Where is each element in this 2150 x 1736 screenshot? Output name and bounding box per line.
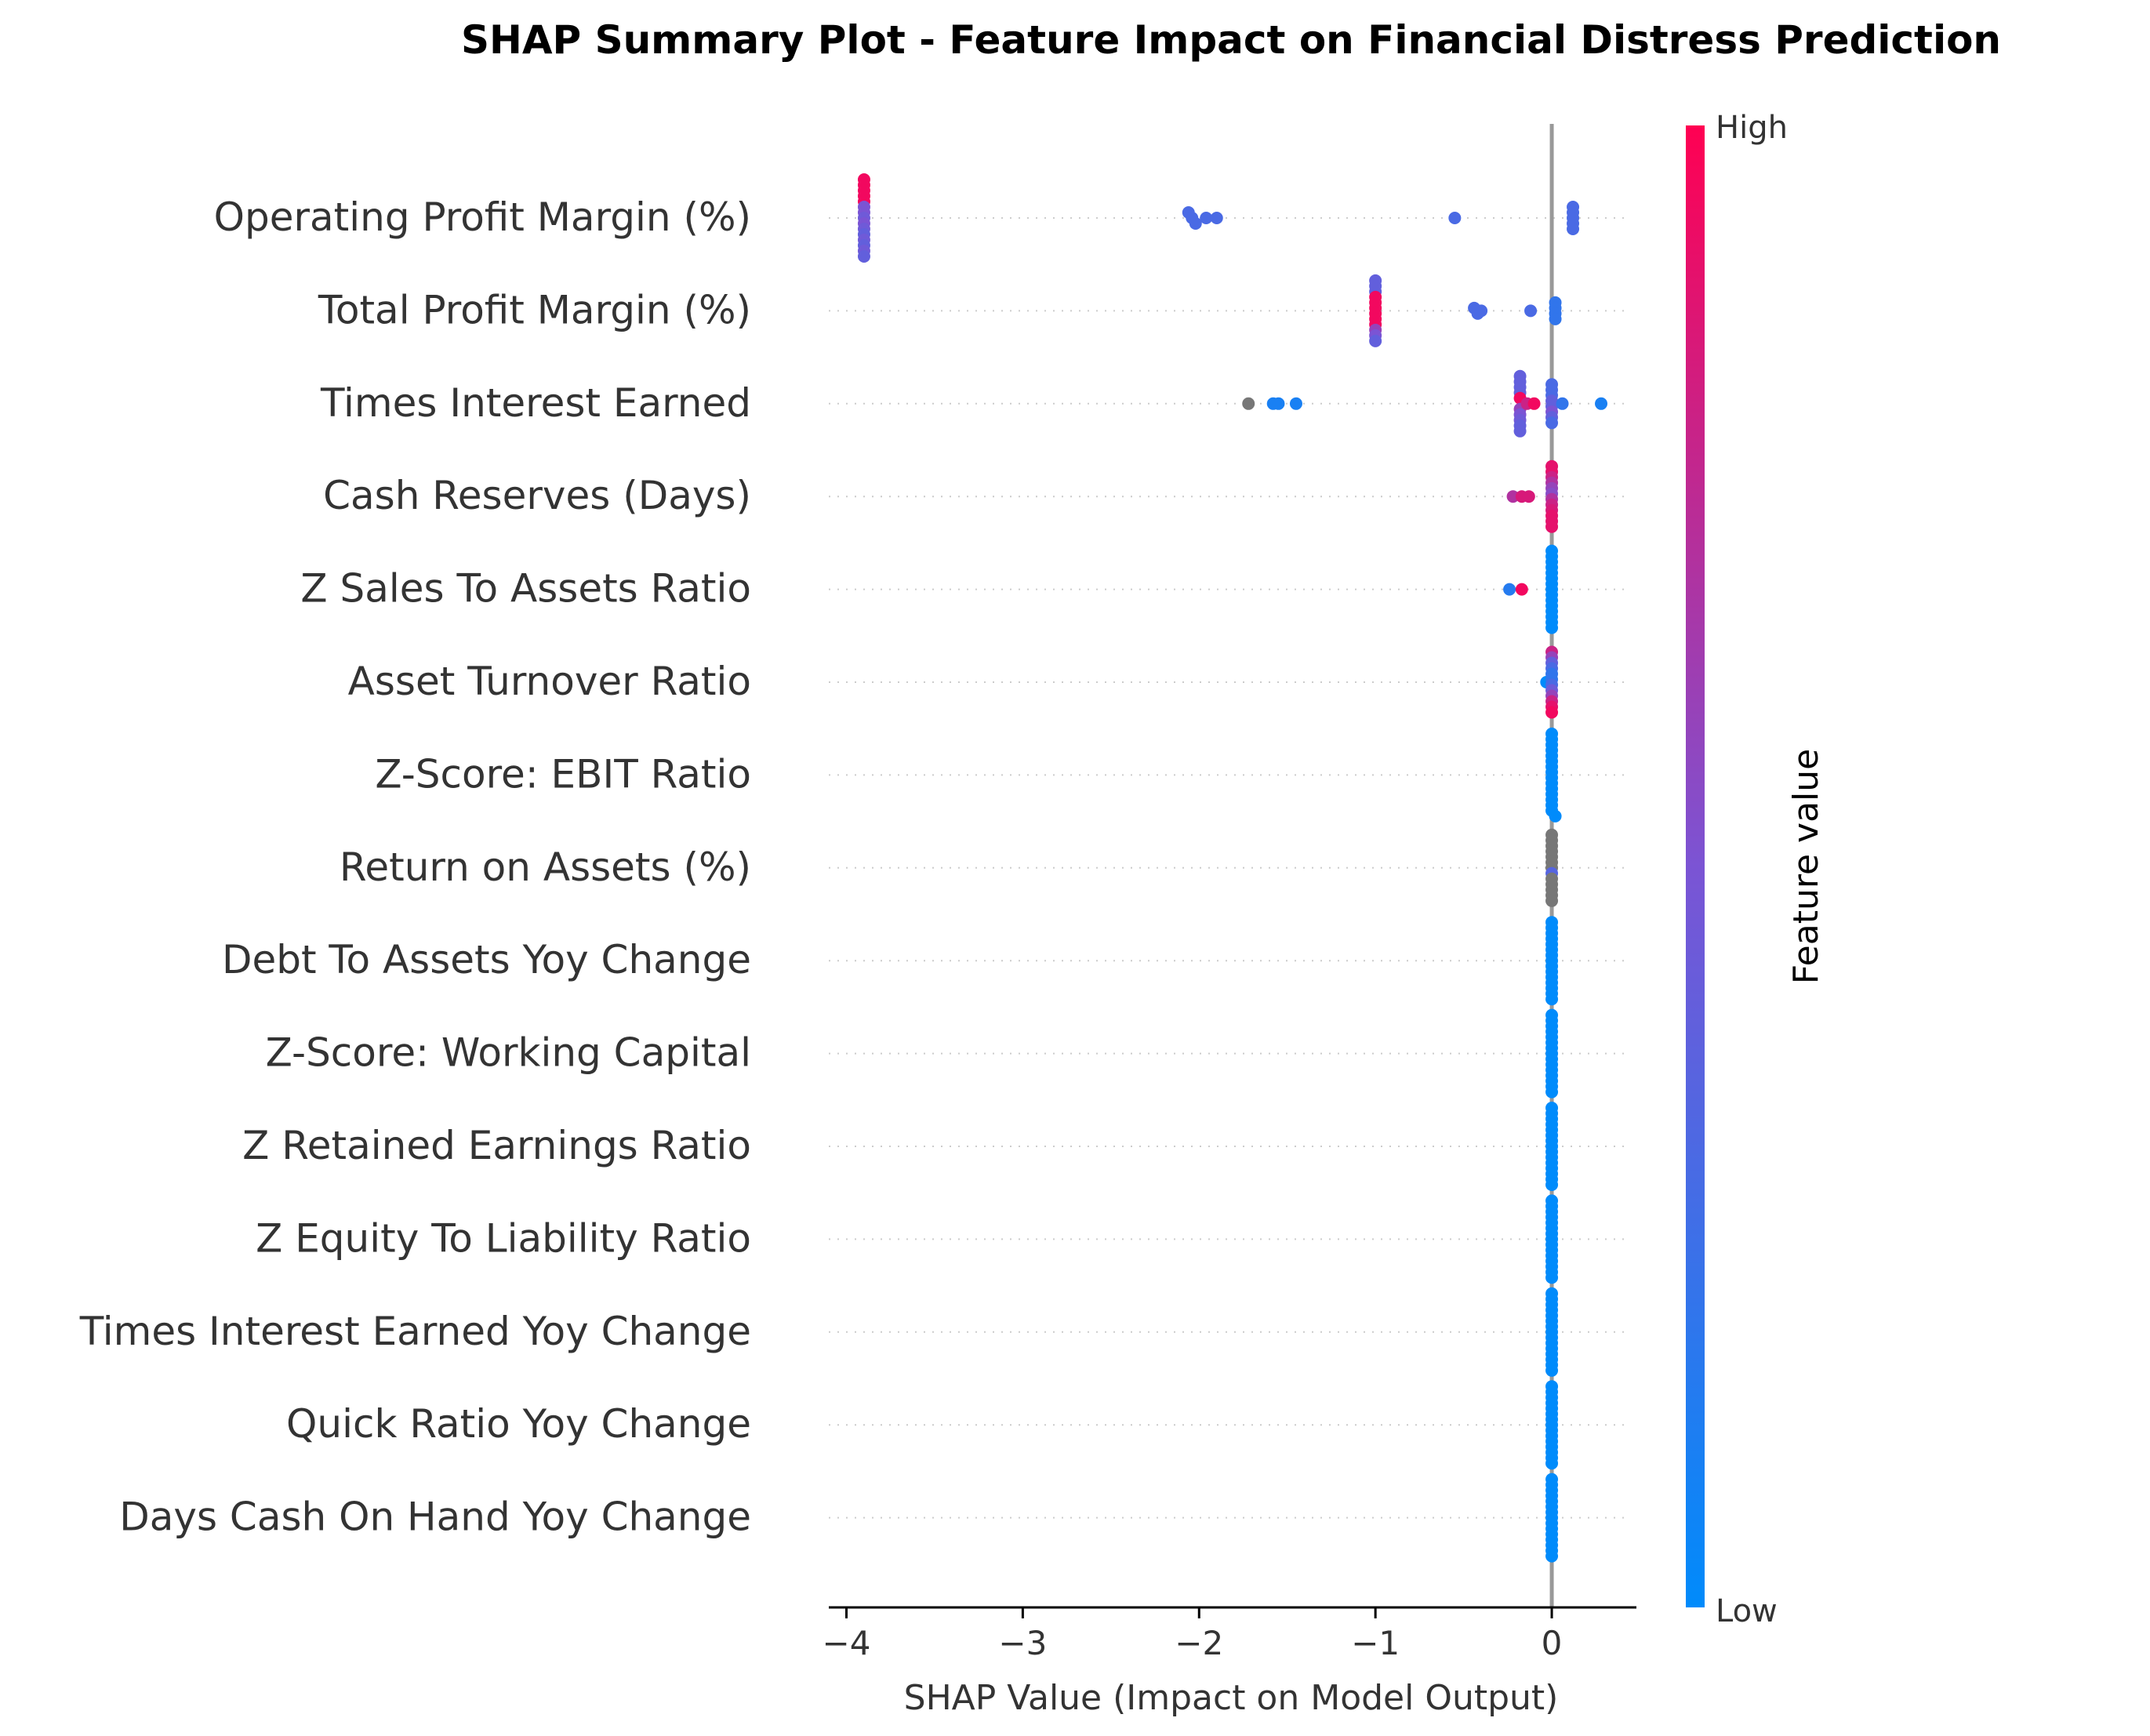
shap-point xyxy=(1545,1271,1559,1284)
feature-label: Asset Turnover Ratio xyxy=(348,659,751,704)
shap-point xyxy=(1527,397,1541,410)
feature-label: Z-Score: EBIT Ratio xyxy=(375,751,751,797)
chart-title: SHAP Summary Plot - Feature Impact on Fi… xyxy=(461,17,2001,63)
shap-point xyxy=(1475,304,1488,318)
shap-point xyxy=(1567,223,1580,235)
shap-point xyxy=(1545,1085,1559,1099)
shap-point xyxy=(1189,217,1202,230)
feature-label: Z Retained Earnings Ratio xyxy=(242,1123,751,1168)
shap-point xyxy=(1545,520,1559,533)
feature-label: Times Interest Earned Yoy Change xyxy=(79,1309,751,1354)
x-tick-label: −3 xyxy=(998,1624,1047,1662)
shap-point xyxy=(1545,1457,1559,1470)
shap-point xyxy=(1549,809,1562,823)
feature-labels: Operating Profit Margin (%) Total Profit … xyxy=(79,194,751,1540)
colorbar-title: Feature value xyxy=(1786,749,1826,984)
shap-point xyxy=(1545,416,1559,430)
shap-point xyxy=(1545,1549,1559,1563)
x-tick-label: −1 xyxy=(1351,1624,1400,1662)
shap-point xyxy=(1448,212,1462,224)
feature-label: Z Sales To Assets Ratio xyxy=(300,566,751,612)
shap-point xyxy=(1524,304,1538,318)
colorbar-high-label: High xyxy=(1716,110,1788,146)
shap-point xyxy=(1522,490,1535,503)
feature-label: Z Equity To Liability Ratio xyxy=(256,1215,751,1261)
feature-label: Times Interest Earned xyxy=(320,380,751,426)
shap-point xyxy=(1549,312,1562,325)
colorbar-low-label: Low xyxy=(1716,1593,1778,1629)
shap-point xyxy=(1595,397,1608,410)
x-axis-ticks: −4 −3 −2 −1 0 xyxy=(823,1607,1563,1662)
feature-guide-lines xyxy=(829,217,1629,1519)
feature-label: Z-Score: Working Capital xyxy=(266,1030,751,1076)
shap-point xyxy=(1545,1179,1559,1191)
shap-point xyxy=(1272,397,1285,410)
shap-point xyxy=(1506,490,1520,503)
shap-point xyxy=(1515,583,1528,596)
shap-point xyxy=(1369,334,1382,347)
x-tick-label: 0 xyxy=(1542,1624,1563,1662)
feature-label: Days Cash On Hand Yoy Change xyxy=(119,1494,751,1540)
colorbar xyxy=(1686,125,1705,1607)
x-axis-label: SHAP Value (Impact on Model Output) xyxy=(904,1678,1559,1718)
shap-point xyxy=(1513,424,1527,438)
feature-label: Return on Assets (%) xyxy=(340,844,751,890)
feature-label: Debt To Assets Yoy Change xyxy=(222,937,751,982)
shap-point xyxy=(1545,1364,1559,1377)
shap-point xyxy=(1503,583,1516,596)
shap-point xyxy=(1545,894,1559,907)
x-tick-label: −4 xyxy=(823,1624,871,1662)
shap-point xyxy=(1545,706,1559,719)
shap-point xyxy=(1545,993,1559,1006)
feature-label: Cash Reserves (Days) xyxy=(323,473,751,518)
feature-label: Operating Profit Margin (%) xyxy=(214,194,751,240)
shap-point xyxy=(1210,212,1223,224)
scatter-points xyxy=(857,173,1608,1563)
shap-point xyxy=(1242,397,1255,410)
feature-label: Total Profit Margin (%) xyxy=(318,287,751,332)
shap-point xyxy=(1556,397,1569,410)
feature-label: Quick Ratio Yoy Change xyxy=(286,1401,751,1447)
shap-point xyxy=(857,250,870,263)
shap-point xyxy=(1545,621,1559,634)
shap-point xyxy=(1289,397,1302,410)
x-tick-label: −2 xyxy=(1175,1624,1223,1662)
shap-point xyxy=(1200,212,1213,224)
